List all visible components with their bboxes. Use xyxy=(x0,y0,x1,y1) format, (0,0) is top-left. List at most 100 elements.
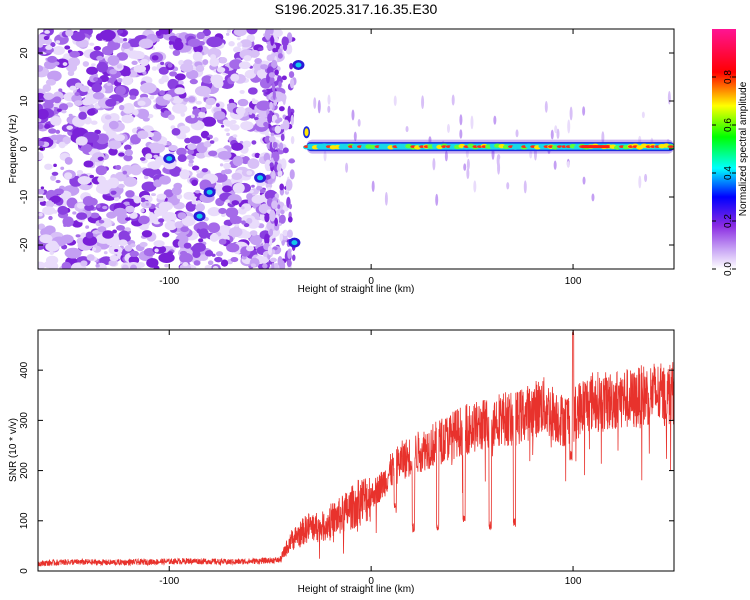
noise-speckle xyxy=(158,66,169,75)
sidelobe-speck xyxy=(463,163,467,171)
y-tick-label: 0 xyxy=(19,146,30,152)
noise-speckle xyxy=(218,238,227,245)
y-tick-label: 100 xyxy=(19,512,30,529)
noise-speckle xyxy=(75,234,81,238)
noise-speckle xyxy=(239,89,245,94)
noise-speckle xyxy=(262,89,268,93)
noise-speckle xyxy=(190,114,195,119)
noise-speckle xyxy=(38,140,45,147)
noise-speckle xyxy=(231,172,243,181)
colorbar-tick-label: 0.8 xyxy=(723,70,734,84)
noise-speckle xyxy=(167,251,174,256)
noise-speckle xyxy=(174,87,186,95)
x-tick-label: 0 xyxy=(368,276,374,287)
noise-speckle xyxy=(146,257,159,268)
noise-speckle xyxy=(140,58,149,67)
noise-speckle xyxy=(114,196,120,202)
noise-speckle xyxy=(107,220,112,226)
noise-speckle xyxy=(140,208,145,213)
noise-speckle xyxy=(160,61,165,66)
noise-streak xyxy=(268,72,276,78)
noise-speckle xyxy=(133,64,147,73)
noise-streak xyxy=(279,183,285,191)
noise-speckle xyxy=(38,108,49,120)
noise-speckle xyxy=(116,225,125,231)
noise-speckle xyxy=(41,48,47,52)
noise-speckle xyxy=(130,243,136,248)
sidelobe-speck xyxy=(550,129,554,140)
noise-speckle xyxy=(74,82,83,89)
noise-speckle xyxy=(254,152,261,159)
sidelobe-speck xyxy=(313,97,317,109)
noise-speckle xyxy=(118,104,125,111)
noise-speckle xyxy=(244,69,257,79)
noise-speckle xyxy=(43,261,54,269)
noise-speckle xyxy=(58,88,63,92)
noise-speckle xyxy=(192,242,206,253)
sidelobe-speck xyxy=(567,119,571,134)
noise-speckle xyxy=(270,132,275,137)
noise-streak xyxy=(271,170,276,180)
noise-speckle xyxy=(80,143,93,153)
noise-speckle xyxy=(104,114,112,120)
noise-streak xyxy=(287,216,293,223)
snr-panel: -100 0 100 0 100 200 300 400 Height of straigh… xyxy=(8,329,675,595)
noise-speckle xyxy=(246,29,258,35)
noise-speckle xyxy=(145,202,150,206)
noise-speckle xyxy=(112,229,117,234)
noise-speckle xyxy=(44,163,53,170)
noise-speckle xyxy=(85,231,94,239)
noise-speckle xyxy=(194,189,201,194)
noise-speckle xyxy=(133,196,142,204)
snr-y-ticks: 0 100 200 300 400 xyxy=(19,361,674,574)
y-tick-label: 20 xyxy=(19,47,30,59)
noise-speckle xyxy=(182,45,191,52)
noise-speckle xyxy=(163,189,174,198)
noise-streak xyxy=(289,62,294,70)
noise-streak xyxy=(289,169,295,180)
noise-speckle xyxy=(62,62,68,66)
noise-speckle xyxy=(127,50,141,59)
noise-streak xyxy=(292,254,296,261)
noise-speckle xyxy=(232,46,242,53)
noise-speckle xyxy=(210,54,217,60)
noise-speckle xyxy=(206,137,211,141)
noise-speckle xyxy=(239,140,244,144)
noise-speckle xyxy=(92,92,105,100)
noise-speckle xyxy=(151,193,156,197)
noise-speckle xyxy=(72,211,77,215)
sidelobe-speck xyxy=(317,99,321,114)
noise-speckle xyxy=(244,107,253,113)
noise-speckle xyxy=(228,227,243,238)
noise-speckle xyxy=(136,108,150,120)
noise-speckle xyxy=(127,38,142,48)
noise-speckle xyxy=(45,45,53,50)
noise-speckle xyxy=(251,98,256,102)
noise-streak xyxy=(274,69,279,76)
sidelobe-speck xyxy=(601,131,605,144)
noise-speckle xyxy=(128,69,138,78)
noise-speckle xyxy=(97,226,107,233)
noise-speckle xyxy=(253,61,263,71)
noise-speckle xyxy=(114,249,119,253)
noise-speckle xyxy=(194,85,212,97)
noise-streak xyxy=(285,43,293,55)
sidelobe-speck xyxy=(553,160,557,170)
noise-speckle xyxy=(107,177,120,189)
noise-speckle xyxy=(197,221,208,230)
noise-speckle xyxy=(96,55,104,61)
noise-speckle xyxy=(225,199,230,203)
noise-speckle xyxy=(254,57,263,65)
noise-streak xyxy=(272,90,276,100)
sidelobe-speck xyxy=(405,126,409,133)
noise-speckle xyxy=(231,200,240,206)
noise-speckle xyxy=(223,168,233,175)
noise-speckle xyxy=(196,169,201,174)
noise-speckle xyxy=(61,109,67,114)
noise-speckle xyxy=(198,238,204,243)
noise-speckle xyxy=(168,144,178,152)
noise-speckle xyxy=(183,242,192,249)
noise-speckle xyxy=(251,140,257,145)
sidelobe-speck xyxy=(384,191,388,206)
